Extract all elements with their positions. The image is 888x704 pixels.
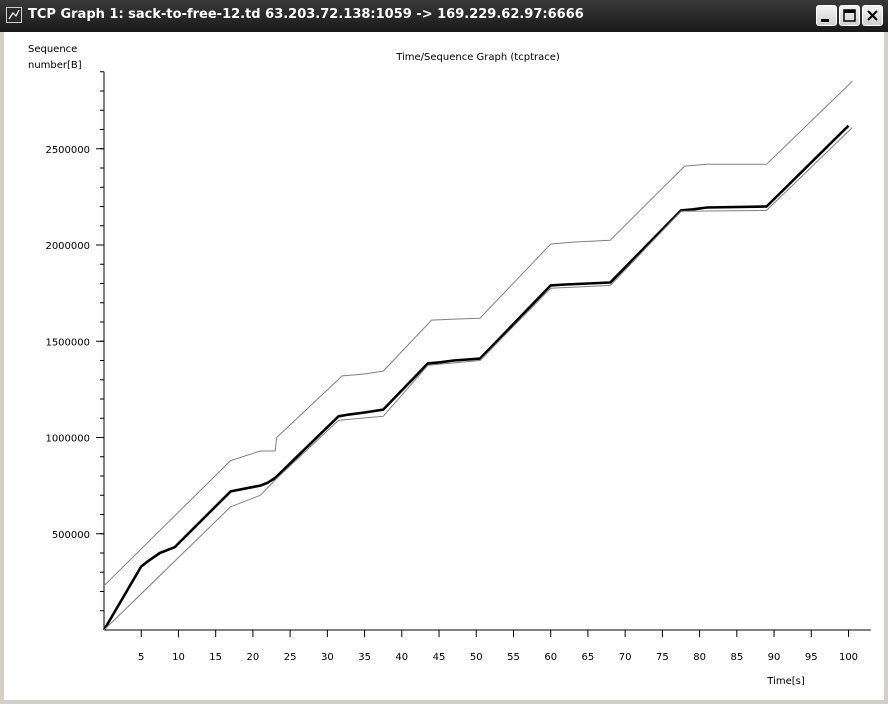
- y-tick-label: 2500000: [45, 145, 90, 156]
- x-tick-label: 35: [358, 652, 371, 663]
- x-tick-label: 75: [656, 652, 669, 663]
- y-tick-label: 500000: [52, 530, 90, 541]
- time-sequence-graph[interactable]: Sequence number[B] Time/Sequence Graph (…: [4, 32, 884, 700]
- x-axis-label: Time[s]: [766, 676, 805, 687]
- y-axis-label-line2: number[B]: [28, 60, 82, 71]
- minimize-icon: [821, 19, 829, 22]
- series-layer: [102, 81, 853, 631]
- y-axis-label-line1: Sequence: [28, 44, 77, 55]
- x-tick-label: 50: [470, 652, 483, 663]
- window-title: TCP Graph 1: sack-to-free-12.td 63.203.7…: [28, 7, 584, 22]
- x-tick-label: 15: [209, 652, 222, 663]
- x-tick-label: 25: [284, 652, 297, 663]
- close-icon: [867, 10, 878, 21]
- title-bar[interactable]: TCP Graph 1: sack-to-free-12.td 63.203.7…: [0, 0, 888, 32]
- x-tick-label: 55: [507, 652, 520, 663]
- x-tick-label: 40: [395, 652, 408, 663]
- x-tick-label: 80: [693, 652, 706, 663]
- close-button[interactable]: [862, 5, 883, 26]
- axes: 500000 1000000 1500000 2000000 2500000 5 10 15 2…: [45, 71, 871, 663]
- maximize-icon: [843, 9, 856, 22]
- window-line: [103, 81, 853, 587]
- sequence-line: [102, 124, 850, 631]
- x-tick-label: 45: [433, 652, 446, 663]
- x-tick-label: 20: [247, 652, 260, 663]
- x-tick-label: 95: [805, 652, 818, 663]
- y-tick-label: 1500000: [45, 337, 90, 348]
- minimize-button[interactable]: [816, 5, 837, 26]
- x-tick-label: 65: [582, 652, 595, 663]
- x-tick-label: 100: [839, 652, 858, 663]
- x-tick-label: 30: [321, 652, 334, 663]
- graph-area[interactable]: Sequence number[B] Time/Sequence Graph (…: [4, 32, 884, 700]
- maximize-button[interactable]: [839, 5, 860, 26]
- ack-line: [103, 127, 853, 631]
- x-tick-label: 10: [172, 652, 185, 663]
- y-tick-label: 1000000: [45, 434, 90, 445]
- y-tick-label: 2000000: [45, 241, 90, 252]
- graph-title: Time/Sequence Graph (tcptrace): [395, 52, 560, 63]
- x-tick-label: 90: [768, 652, 781, 663]
- tcp-graph-icon[interactable]: [6, 7, 22, 23]
- x-tick-label: 5: [138, 652, 144, 663]
- x-tick-label: 60: [544, 652, 557, 663]
- x-tick-label: 70: [619, 652, 632, 663]
- x-tick-label: 85: [730, 652, 743, 663]
